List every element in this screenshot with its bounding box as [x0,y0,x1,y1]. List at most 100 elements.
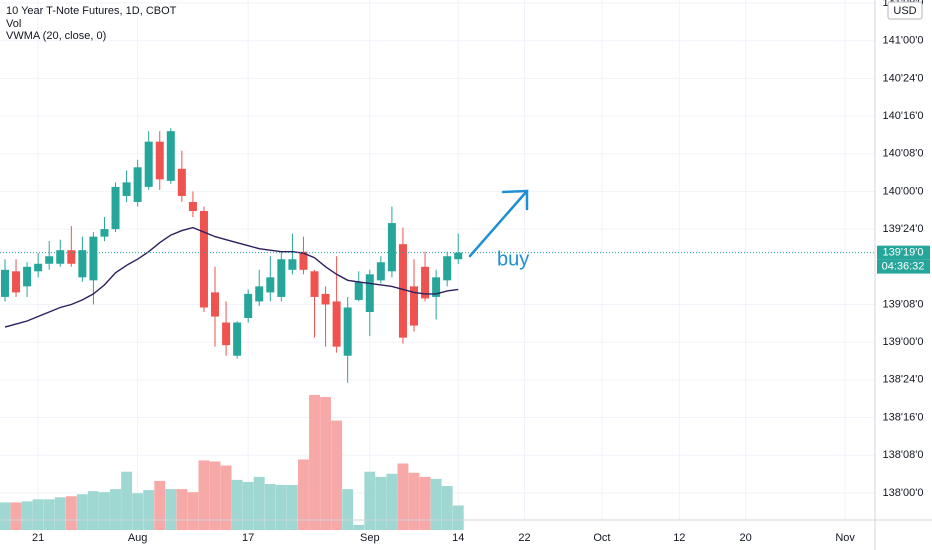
vwma-line [4,226,459,328]
candle-body [188,201,197,212]
volume-bar [209,461,221,530]
volume-bar [10,502,22,530]
last-price-box [877,245,930,260]
volume-bar [154,480,166,530]
volume-bar [0,502,11,530]
x-tick-label: Nov [835,532,855,544]
x-tick-label: 14 [452,532,464,544]
y-tick-label: 139'24'0 [883,223,924,235]
candle-body [199,211,208,308]
volume-bar [364,471,376,530]
volume-bar [43,499,55,530]
volume-bar [331,420,343,530]
candle-body [233,322,242,356]
volume-bar [76,494,88,530]
candle-body [443,256,452,281]
candle-body [255,286,264,302]
y-tick-label: 138'08'0 [883,449,924,461]
candle-body [387,223,396,272]
volume-bar [176,489,188,530]
y-tick-label: 140'24'0 [883,72,924,84]
volume-bar [220,465,232,530]
candle-body [45,256,54,264]
currency-box [887,1,923,20]
candle-body [89,236,98,281]
candle-body [166,131,175,181]
buy-arrow [468,189,529,258]
candle-body [133,167,142,202]
volume-label: Vol [6,18,21,30]
volume-bar [32,499,44,530]
candle-body [211,292,220,317]
candle-body [421,266,430,299]
candle-body [0,269,9,297]
y-tick-label: 138'16'0 [883,411,924,423]
candle-body [277,259,286,297]
volume-bar [132,493,144,530]
candle-body [332,301,341,347]
volume-bar [275,485,287,530]
candle-body [310,271,319,297]
volume-bar [342,489,354,530]
volume-bar [54,497,66,530]
candle-body [376,262,385,281]
chart-title: 10 Year T-Note Futures, 1D, CBOT [6,5,177,17]
volume-bar [65,496,77,530]
candle-body [266,277,275,293]
volume-bar [419,476,431,530]
x-tick-label: 21 [32,532,44,544]
candle-body [365,274,374,312]
candle-body [244,293,253,319]
countdown-box [877,259,930,274]
volume-bar [198,460,210,530]
candle-body [299,251,308,270]
y-tick-label: 139'00'0 [883,336,924,348]
y-tick-label: 140'16'0 [883,110,924,122]
x-tick-label: 22 [518,532,530,544]
x-tick-label: Aug [128,532,148,544]
y-tick-label: 139'08'0 [883,298,924,310]
candle-body [288,259,297,270]
candle-body [454,252,463,260]
volume-bar [99,492,110,530]
volume-bar [353,524,365,530]
candle-body [177,168,186,196]
candle-body [67,250,76,264]
volume-bar [253,476,265,530]
candle-body [321,293,330,305]
volume-bar [187,492,199,530]
candle-body [144,141,153,187]
volume-bar [430,478,442,530]
candle-body [354,281,363,300]
volume-bar [264,483,276,530]
x-tick-label: 12 [673,532,685,544]
candle-body [122,182,131,196]
volume-bar [397,463,409,530]
volume-bar [320,397,332,530]
x-tick-label: Oct [593,532,610,544]
candle-body [398,244,407,338]
x-tick-label: 20 [740,532,752,544]
candle-body [410,286,419,326]
volume-bar [231,479,243,530]
candle-body [343,307,352,356]
volume-bar [441,486,453,530]
candle-body [56,250,65,264]
countdown: 04:36:32 [882,261,925,273]
vwma-label: VWMA (20, close, 0) [6,30,106,42]
volume-bar [386,473,398,530]
y-tick-label: 138'00'0 [883,487,924,499]
x-tick-label: 17 [242,532,254,544]
volume-bar [408,472,420,530]
volume-bar [452,505,464,530]
candle-body [12,271,21,293]
candle-body [100,229,109,237]
candle-body [222,322,231,346]
currency: USD [893,5,916,17]
volume-bar [87,491,99,530]
volume-bar [375,476,387,530]
volume-bar [298,459,309,530]
volume-bar [121,471,133,530]
